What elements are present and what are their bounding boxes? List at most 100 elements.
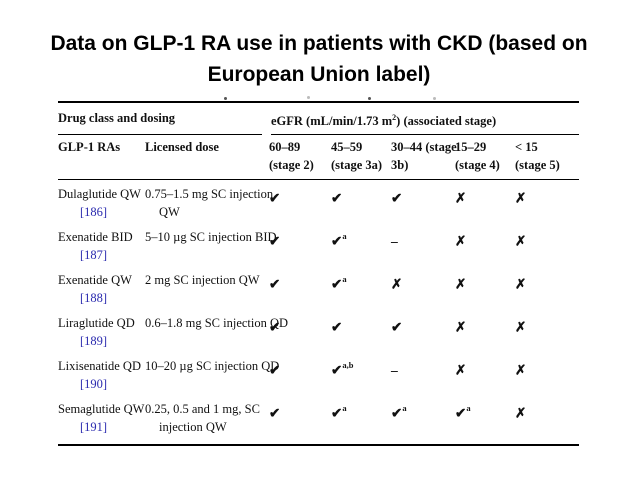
egfr-range: 30–44 (stage bbox=[391, 140, 457, 155]
egfr-mark-cell: ✔ bbox=[391, 314, 455, 350]
egfr-mark-cell: ✔ bbox=[269, 228, 331, 264]
egfr-mark-cell: ✔a bbox=[331, 271, 391, 307]
glp1-ckd-table: Drug class and dosing eGFR (mL/min/1.73 … bbox=[58, 101, 579, 447]
cross-mark: ✗ bbox=[455, 190, 467, 206]
reference-link[interactable]: [186] bbox=[80, 205, 108, 220]
dash-mark: – bbox=[391, 362, 398, 378]
table-header-rule bbox=[58, 179, 579, 181]
check-mark: ✔ bbox=[269, 362, 281, 378]
egfr-mark-cell: ✗ bbox=[515, 271, 579, 307]
check-mark: ✔ bbox=[331, 405, 343, 421]
cropped-text-artifact bbox=[224, 97, 227, 100]
egfr-stage: (stage 5) bbox=[515, 158, 560, 173]
check-mark: ✔ bbox=[391, 190, 403, 206]
egfr-range: 15–29 bbox=[455, 140, 487, 155]
check-mark: ✔ bbox=[391, 405, 403, 421]
egfr-mark-cell: ✔ bbox=[331, 185, 391, 221]
table-row: Liraglutide QD [189] 0.6–1.8 mg SC injec… bbox=[58, 309, 579, 352]
drug-name: Liraglutide QD bbox=[58, 316, 135, 331]
column-header-egfr-15-29: 15–29 (stage 4) bbox=[455, 138, 515, 174]
table-row: Exenatide QW [188] 2 mg SC injection QW … bbox=[58, 266, 579, 309]
drug-name: Lixisenatide QD bbox=[58, 359, 141, 374]
licensed-dose-cell: 10–20 µg SC injection QD bbox=[145, 357, 279, 393]
egfr-stage: (stage 4) bbox=[455, 158, 500, 173]
drug-name-cell: Lixisenatide QD [190] bbox=[58, 357, 145, 393]
group-header-egfr: eGFR (mL/min/1.73 m2) (associated stage) bbox=[271, 103, 579, 136]
egfr-mark-cell: ✗ bbox=[515, 185, 579, 221]
cropped-text-artifact bbox=[307, 96, 310, 99]
cross-mark: ✗ bbox=[455, 362, 467, 378]
egfr-header-text: eGFR (mL/min/1.73 m bbox=[271, 114, 393, 129]
cross-mark: ✗ bbox=[515, 319, 527, 335]
dose-text: 5–10 µg SC injection BID bbox=[145, 230, 277, 245]
egfr-mark-cell: ✗ bbox=[391, 271, 455, 307]
reference-link[interactable]: [189] bbox=[80, 334, 108, 349]
reference-link[interactable]: [187] bbox=[80, 248, 108, 263]
check-mark: ✔ bbox=[331, 190, 343, 206]
mark-footnote: a bbox=[466, 403, 471, 414]
check-mark: ✔ bbox=[331, 319, 343, 335]
check-mark: ✔ bbox=[331, 362, 343, 378]
egfr-mark-cell: ✔a bbox=[391, 400, 455, 436]
column-header-egfr-lt15: < 15 (stage 5) bbox=[515, 138, 579, 174]
mark-footnote: a bbox=[342, 231, 347, 242]
cross-mark: ✗ bbox=[515, 233, 527, 249]
table-subheader-row: GLP-1 RAs Licensed dose 60–89 (stage 2) … bbox=[58, 135, 579, 179]
column-header-glp1-ras: GLP-1 RAs bbox=[58, 140, 121, 155]
drug-name: Exenatide QW bbox=[58, 273, 132, 288]
drug-name-cell: Exenatide QW [188] bbox=[58, 271, 145, 307]
egfr-mark-cell: ✔ bbox=[391, 185, 455, 221]
dash-mark: – bbox=[391, 233, 398, 249]
reference-link[interactable]: [191] bbox=[80, 420, 108, 435]
licensed-dose-cell: 0.6–1.8 mg SC injection QD bbox=[145, 314, 289, 350]
cropped-text-artifact bbox=[433, 97, 436, 100]
licensed-dose-cell: 0.25, 0.5 and 1 mg, SC injection QW bbox=[145, 400, 269, 436]
drug-name-cell: Dulaglutide QW [186] bbox=[58, 185, 145, 221]
drug-name: Exenatide BID bbox=[58, 230, 133, 245]
mark-footnote: a,b bbox=[342, 360, 354, 371]
egfr-mark-cell: ✔a bbox=[331, 400, 391, 436]
check-mark: ✔ bbox=[269, 190, 281, 206]
egfr-mark-cell: ✔a bbox=[455, 400, 515, 436]
check-mark: ✔ bbox=[331, 276, 343, 292]
egfr-mark-cell: ✔ bbox=[269, 314, 331, 350]
check-mark: ✔ bbox=[269, 276, 281, 292]
egfr-mark-cell: ✗ bbox=[515, 400, 579, 436]
dose-text: 2 mg SC injection QW bbox=[145, 273, 260, 288]
reference-link[interactable]: [190] bbox=[80, 377, 108, 392]
egfr-mark-cell: ✗ bbox=[455, 228, 515, 264]
egfr-mark-cell: ✗ bbox=[455, 314, 515, 350]
mark-footnote: a bbox=[402, 403, 407, 414]
mark-footnote: a bbox=[342, 274, 347, 285]
egfr-mark-cell: – bbox=[391, 357, 455, 393]
egfr-range: 45–59 bbox=[331, 140, 363, 155]
egfr-mark-cell: ✗ bbox=[515, 228, 579, 264]
drug-name-cell: Exenatide BID [187] bbox=[58, 228, 145, 264]
egfr-mark-cell: ✔ bbox=[269, 271, 331, 307]
group-header-drug-dosing: Drug class and dosing bbox=[58, 103, 262, 136]
egfr-stage: (stage 3a) bbox=[331, 158, 383, 173]
cross-mark: ✗ bbox=[391, 276, 403, 292]
check-mark: ✔ bbox=[269, 319, 281, 335]
egfr-range: < 15 bbox=[515, 140, 538, 155]
egfr-mark-cell: ✗ bbox=[515, 314, 579, 350]
column-header-egfr-60-89: 60–89 (stage 2) bbox=[269, 138, 331, 174]
dose-text: 0.6–1.8 mg SC injection QD bbox=[145, 316, 289, 331]
cross-mark: ✗ bbox=[455, 319, 467, 335]
egfr-header-superscript: 2 bbox=[392, 113, 397, 122]
dose-text: injection QW bbox=[159, 420, 227, 435]
check-mark: ✔ bbox=[331, 233, 343, 249]
drug-name: Semaglutide QW bbox=[58, 402, 145, 417]
mark-footnote: a bbox=[342, 403, 347, 414]
cross-mark: ✗ bbox=[515, 405, 527, 421]
table-group-header-row: Drug class and dosing eGFR (mL/min/1.73 … bbox=[58, 103, 579, 136]
check-mark: ✔ bbox=[391, 319, 403, 335]
table-row: Dulaglutide QW [186] 0.75–1.5 mg SC inje… bbox=[58, 180, 579, 223]
cropped-text-artifact bbox=[368, 97, 371, 100]
group-header-gap bbox=[262, 103, 271, 135]
reference-link[interactable]: [188] bbox=[80, 291, 108, 306]
table-row: Exenatide BID [187] 5–10 µg SC injection… bbox=[58, 223, 579, 266]
drug-name-cell: Liraglutide QD [189] bbox=[58, 314, 145, 350]
egfr-mark-cell: – bbox=[391, 228, 455, 264]
drug-name: Dulaglutide QW bbox=[58, 187, 141, 202]
